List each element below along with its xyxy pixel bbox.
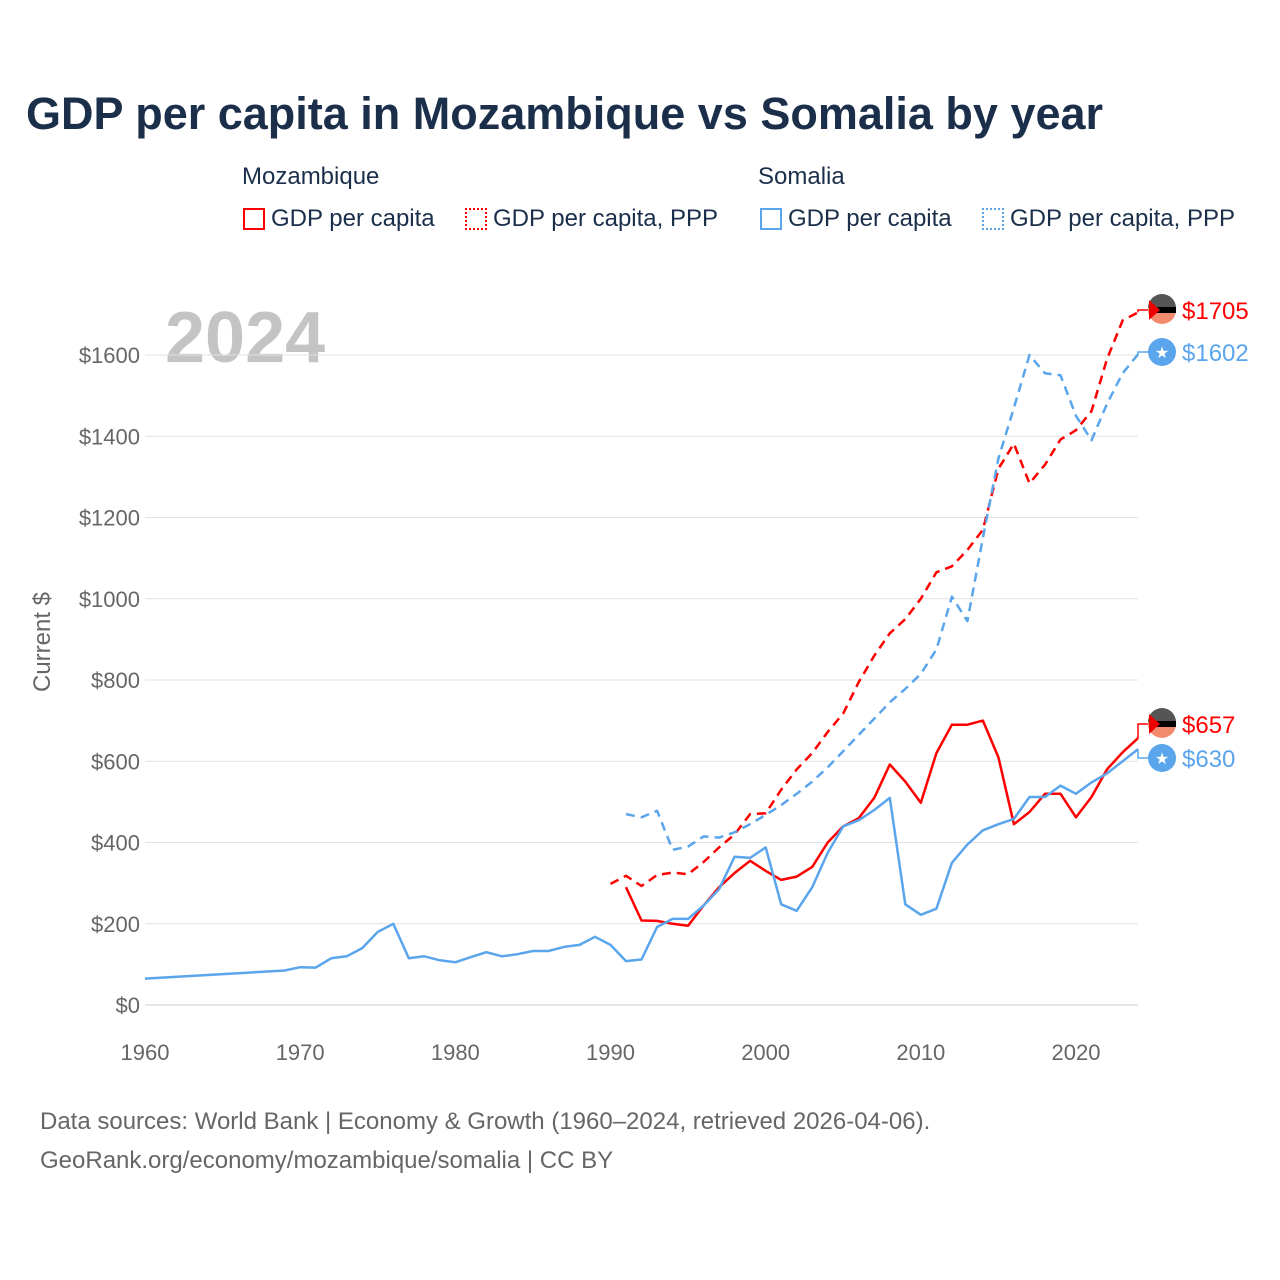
legend-label: GDP per capita xyxy=(788,205,952,232)
x-tick-label: 1990 xyxy=(586,1040,635,1065)
footer-link[interactable]: GeoRank.org/economy/mozambique/somalia |… xyxy=(40,1147,614,1174)
x-tick-label: 2000 xyxy=(741,1040,790,1065)
x-tick-label: 1960 xyxy=(121,1040,170,1065)
flag-top xyxy=(1148,708,1176,722)
x-tick-label: 2010 xyxy=(896,1040,945,1065)
end-connector xyxy=(1137,309,1150,313)
y-tick-label: $200 xyxy=(91,912,140,937)
star-icon: ★ xyxy=(1155,751,1169,768)
flag-stripe xyxy=(1150,307,1176,313)
y-tick-label: $800 xyxy=(91,668,140,693)
somalia-flag-icon xyxy=(1148,744,1176,772)
chart-title: GDP per capita in Mozambique vs Somalia … xyxy=(26,88,1104,139)
end-value-label: $1705 xyxy=(1182,298,1249,325)
flag-stripe xyxy=(1150,721,1176,727)
legend-group-mozambique: Mozambique xyxy=(242,163,380,190)
legend-item-somalia-gdp[interactable]: GDP per capita xyxy=(760,205,952,233)
legend-swatch-dotted xyxy=(465,208,487,230)
footer-sources: Data sources: World Bank | Economy & Gro… xyxy=(40,1108,931,1135)
legend-swatch-solid xyxy=(243,208,265,230)
legend-group-somalia: Somalia xyxy=(758,163,845,190)
series-line-somalia-gdp xyxy=(144,748,1139,980)
star-icon: ★ xyxy=(1155,345,1169,362)
x-tick-label: 2020 xyxy=(1052,1040,1101,1065)
legend-swatch-solid xyxy=(760,208,782,230)
y-tick-label: $400 xyxy=(91,831,140,856)
end-connector xyxy=(1137,351,1150,355)
legend-item-mozambique-ppp[interactable]: GDP per capita, PPP xyxy=(465,205,718,233)
flag-triangle xyxy=(1149,714,1160,734)
y-tick-label: $1400 xyxy=(79,424,140,449)
year-watermark: 2024 xyxy=(165,298,325,378)
legend-item-mozambique-gdp[interactable]: GDP per capita xyxy=(243,205,435,233)
x-tick-label: 1970 xyxy=(276,1040,325,1065)
series-line-mozambique-ppp xyxy=(609,311,1139,888)
series-line-mozambique-gdp xyxy=(624,719,1139,928)
legend-item-somalia-ppp[interactable]: GDP per capita, PPP xyxy=(982,205,1235,233)
y-tick-label: $1000 xyxy=(79,587,140,612)
legend-label: GDP per capita, PPP xyxy=(1010,205,1235,232)
end-value-label: $1602 xyxy=(1182,340,1249,367)
legend-swatch-dotted xyxy=(982,208,1004,230)
somalia-flag-icon xyxy=(1148,338,1176,366)
y-tick-label: $1200 xyxy=(79,506,140,531)
legend-label: GDP per capita, PPP xyxy=(493,205,718,232)
end-connector xyxy=(1137,749,1150,759)
y-tick-label: $600 xyxy=(91,749,140,774)
y-axis-label: Current $ xyxy=(29,592,56,692)
mozambique-flag-icon xyxy=(1148,294,1176,324)
series-line-somalia-ppp xyxy=(625,353,1140,852)
flag-top xyxy=(1148,294,1176,308)
x-tick-label: 1980 xyxy=(431,1040,480,1065)
y-tick-label: $1600 xyxy=(79,343,140,368)
flag-triangle xyxy=(1149,300,1160,320)
end-value-label: $630 xyxy=(1182,746,1235,773)
legend-label: GDP per capita xyxy=(271,205,435,232)
mozambique-flag-icon xyxy=(1148,708,1176,738)
end-connector xyxy=(1137,723,1150,739)
y-tick-label: $0 xyxy=(116,993,140,1018)
end-value-label: $657 xyxy=(1182,712,1235,739)
